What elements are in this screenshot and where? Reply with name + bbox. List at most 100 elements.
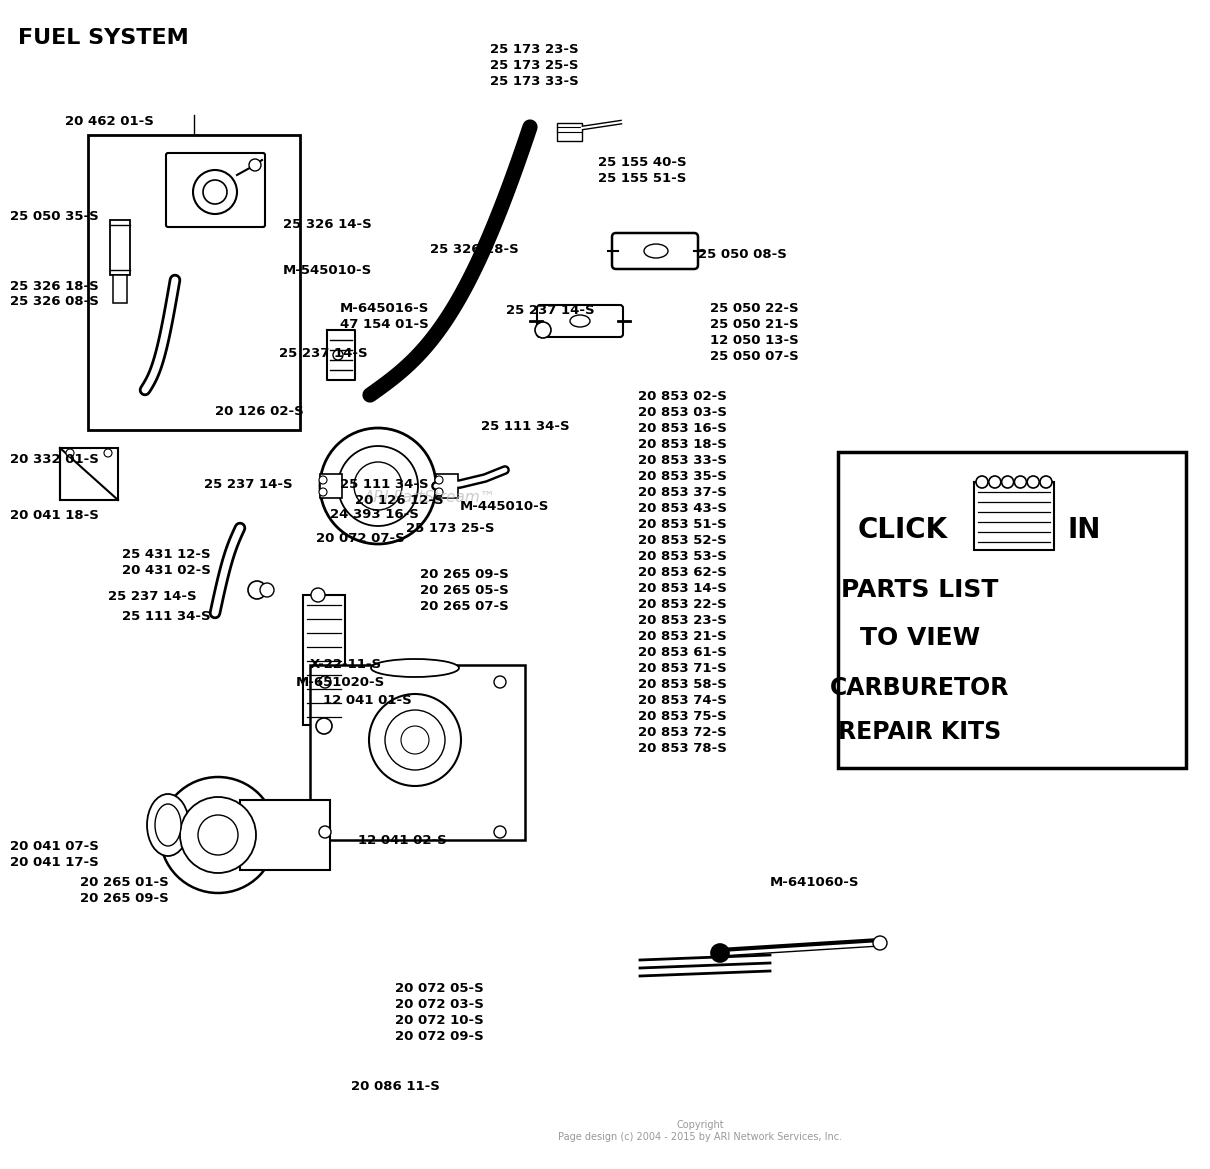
Circle shape — [104, 449, 113, 457]
Bar — [557, 123, 582, 141]
Text: M-445010-S: M-445010-S — [460, 500, 549, 513]
Text: Copyright
Page design (c) 2004 - 2015 by ARI Network Services, Inc.: Copyright Page design (c) 2004 - 2015 by… — [558, 1120, 842, 1142]
Text: 20 853 75-S: 20 853 75-S — [638, 710, 727, 722]
Text: 20 853 78-S: 20 853 78-S — [638, 742, 727, 755]
Circle shape — [67, 449, 74, 457]
Text: 25 173 25-S: 25 173 25-S — [490, 58, 578, 72]
Text: 25 173 33-S: 25 173 33-S — [490, 75, 578, 88]
Circle shape — [160, 777, 276, 893]
Circle shape — [1041, 476, 1051, 487]
Text: 25 326 14-S: 25 326 14-S — [283, 217, 371, 231]
Text: 20 041 07-S: 20 041 07-S — [10, 841, 99, 853]
Text: 20 041 17-S: 20 041 17-S — [10, 856, 99, 869]
Circle shape — [316, 718, 332, 734]
Text: 25 237 14-S: 25 237 14-S — [280, 347, 368, 360]
FancyBboxPatch shape — [612, 233, 698, 269]
Text: 25 111 34-S: 25 111 34-S — [122, 610, 211, 623]
Text: 20 126 02-S: 20 126 02-S — [215, 404, 304, 419]
Bar — [839, 452, 1186, 768]
Circle shape — [319, 476, 327, 484]
Text: 25 111 34-S: 25 111 34-S — [482, 420, 570, 433]
Text: 20 853 16-S: 20 853 16-S — [638, 422, 727, 435]
Circle shape — [872, 936, 887, 950]
Circle shape — [338, 447, 417, 526]
Bar — [302, 595, 345, 725]
Text: REPAIR KITS: REPAIR KITS — [839, 720, 1002, 743]
Text: 20 265 01-S: 20 265 01-S — [80, 876, 168, 888]
Circle shape — [494, 676, 506, 689]
Text: 20 853 53-S: 20 853 53-S — [638, 549, 727, 563]
Circle shape — [711, 945, 728, 962]
Text: 20 853 21-S: 20 853 21-S — [638, 630, 727, 643]
Text: 20 853 62-S: 20 853 62-S — [638, 566, 727, 579]
Circle shape — [436, 476, 443, 484]
Text: 20 853 18-S: 20 853 18-S — [638, 438, 727, 451]
Text: 12 050 13-S: 12 050 13-S — [710, 334, 799, 347]
Circle shape — [319, 428, 436, 544]
Circle shape — [976, 476, 989, 487]
Text: M-641060-S: M-641060-S — [770, 876, 859, 888]
Text: M-545010-S: M-545010-S — [283, 264, 373, 277]
Text: 25 326 28-S: 25 326 28-S — [430, 243, 519, 256]
Bar — [319, 473, 342, 498]
Circle shape — [989, 476, 1001, 487]
Text: 20 853 14-S: 20 853 14-S — [638, 582, 727, 595]
Circle shape — [194, 170, 237, 214]
Text: 25 111 34-S: 25 111 34-S — [340, 478, 428, 491]
Text: 20 072 05-S: 20 072 05-S — [394, 982, 484, 995]
Circle shape — [385, 710, 445, 770]
Text: 20 853 72-S: 20 853 72-S — [638, 726, 727, 739]
Text: X-22-11-S: X-22-11-S — [310, 658, 382, 671]
Text: 20 853 22-S: 20 853 22-S — [638, 599, 727, 611]
Text: 25 237 14-S: 25 237 14-S — [506, 304, 594, 317]
Circle shape — [319, 826, 332, 838]
Text: 25 237 14-S: 25 237 14-S — [204, 478, 293, 491]
Text: 20 853 61-S: 20 853 61-S — [638, 646, 727, 659]
Text: 20 072 03-S: 20 072 03-S — [394, 998, 484, 1011]
Text: PARTS LIST: PARTS LIST — [841, 577, 998, 602]
Text: 25 431 12-S: 25 431 12-S — [122, 548, 211, 561]
Ellipse shape — [371, 659, 459, 677]
Circle shape — [319, 487, 327, 496]
Text: 20 853 03-S: 20 853 03-S — [638, 406, 727, 419]
Text: 25 173 25-S: 25 173 25-S — [407, 523, 495, 535]
Text: 20 265 05-S: 20 265 05-S — [420, 584, 508, 597]
Text: 20 853 71-S: 20 853 71-S — [638, 662, 727, 675]
Text: 20 265 09-S: 20 265 09-S — [80, 892, 168, 905]
Text: 20 853 52-S: 20 853 52-S — [638, 534, 727, 547]
Bar — [310, 665, 525, 841]
Text: 20 853 51-S: 20 853 51-S — [638, 518, 727, 531]
Text: 25 237 14-S: 25 237 14-S — [108, 590, 196, 603]
Bar — [240, 800, 330, 870]
Text: 20 431 02-S: 20 431 02-S — [122, 563, 211, 577]
FancyBboxPatch shape — [166, 153, 265, 227]
Text: 25 326 18-S: 25 326 18-S — [10, 281, 99, 293]
Circle shape — [311, 588, 325, 602]
Text: 47 154 01-S: 47 154 01-S — [340, 318, 428, 331]
Circle shape — [203, 180, 227, 205]
Circle shape — [260, 583, 273, 597]
Circle shape — [369, 694, 461, 786]
Circle shape — [494, 826, 506, 838]
Text: 20 332 01-S: 20 332 01-S — [10, 454, 99, 466]
Bar — [974, 482, 1054, 549]
Ellipse shape — [155, 804, 182, 846]
Text: 20 853 02-S: 20 853 02-S — [638, 390, 727, 403]
Text: 20 853 37-S: 20 853 37-S — [638, 486, 727, 499]
Text: 25 155 40-S: 25 155 40-S — [598, 155, 686, 170]
Text: 20 072 09-S: 20 072 09-S — [394, 1030, 484, 1043]
Circle shape — [436, 487, 443, 496]
Circle shape — [355, 462, 402, 510]
Circle shape — [198, 815, 238, 855]
Circle shape — [180, 797, 257, 873]
Text: 20 853 43-S: 20 853 43-S — [638, 502, 727, 516]
Text: M-645016-S: M-645016-S — [340, 302, 430, 314]
Text: 25 326 08-S: 25 326 08-S — [10, 295, 99, 307]
Text: 25 173 23-S: 25 173 23-S — [490, 43, 578, 56]
Text: 24 393 16-S: 24 393 16-S — [330, 509, 419, 521]
Ellipse shape — [570, 314, 590, 327]
Text: 20 853 33-S: 20 853 33-S — [638, 454, 727, 466]
Circle shape — [319, 676, 332, 689]
Text: 20 041 18-S: 20 041 18-S — [10, 509, 99, 523]
Text: FUEL SYSTEM: FUEL SYSTEM — [18, 28, 189, 48]
